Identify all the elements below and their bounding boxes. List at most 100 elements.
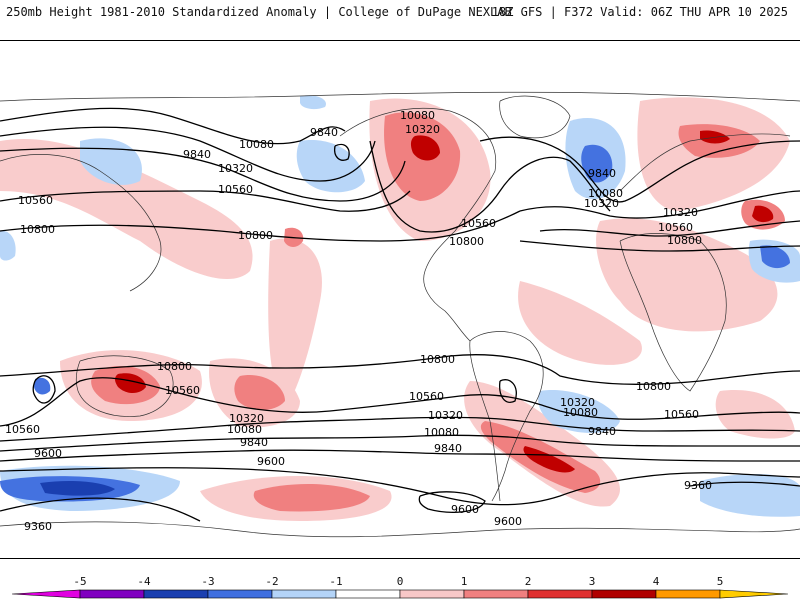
- contour-label: 10080: [400, 109, 435, 122]
- contour-label: 10080: [563, 406, 598, 419]
- contour-label: 9840: [183, 148, 211, 161]
- positive-anomaly-area: [596, 218, 778, 332]
- contour-10320-south: [0, 416, 800, 442]
- contour-label: 9600: [494, 515, 522, 528]
- contour-label: 10560: [664, 408, 699, 421]
- contour-closed-low-australia: [32, 375, 56, 404]
- positive-anomaly-area: [715, 390, 795, 439]
- colorbar-tick-label: 2: [525, 575, 532, 588]
- contour-9840-north: [0, 107, 346, 145]
- positive-anomaly-area: [268, 238, 322, 401]
- asia-coast: [0, 154, 162, 292]
- strong-positive-anomaly: [523, 446, 575, 473]
- map-title: 250mb Height 1981-2010 Standardized Anom…: [6, 5, 512, 19]
- colorbar-band: [591, 589, 657, 599]
- contour-closed-low-pacific: [334, 143, 350, 161]
- contour-label: 10320: [584, 197, 619, 210]
- map-canvas: 10080 10320 9840 9840 10080 10320 10560 …: [0, 91, 800, 538]
- strong-positive-anomaly: [410, 135, 440, 161]
- colorbar-band: [335, 589, 401, 599]
- contour-label: 10800: [667, 234, 702, 247]
- africa-coast: [619, 233, 727, 392]
- contour-label: 9360: [24, 520, 52, 533]
- negative-anomaly-core: [34, 377, 51, 395]
- strong-negative-anomaly: [40, 481, 115, 496]
- contour-label: 10560: [218, 183, 253, 196]
- contour-label: 9840: [434, 442, 462, 455]
- contour-labels: 10080 10320 9840 9840 10080 10320 10560 …: [5, 109, 712, 533]
- colorbar-tick-label: 1: [461, 575, 468, 588]
- contour-us-trough: [369, 140, 611, 233]
- contour-label: 10800: [157, 360, 192, 373]
- contour-9600-south: [0, 467, 800, 506]
- positive-anomaly-area: [518, 281, 642, 365]
- colorbar-tick-label: -5: [73, 575, 86, 588]
- colorbar-band: [79, 589, 145, 599]
- negative-anomaly-area: [296, 140, 365, 193]
- contour-label: 9840: [588, 167, 616, 180]
- colorbar-band: [463, 589, 529, 599]
- contour-label: 10800: [636, 380, 671, 393]
- contour-10800-north: [0, 210, 521, 242]
- north-america-coast: [339, 107, 497, 342]
- contour-label: 10560: [658, 221, 693, 234]
- contour-10080-north: [0, 126, 376, 182]
- contour-label: 10320: [405, 123, 440, 136]
- colorbar-tick-label: -2: [265, 575, 278, 588]
- contour-label: 10320: [560, 396, 595, 409]
- anomaly-colorbar: -5 -4 -3 -2 -1 0 1 2 3 4 5: [0, 560, 800, 600]
- colorbar-band: [271, 589, 337, 599]
- contour-10800-south: [0, 354, 800, 385]
- colorbar-min-arrow: [11, 589, 81, 599]
- contour-label: 9840: [310, 126, 338, 139]
- colorbar-tick-label: 3: [589, 575, 596, 588]
- model-run-label: 18Z GFS | F372 Valid: 06Z THU APR 10 202…: [491, 5, 788, 19]
- colorbar-canvas: -5 -4 -3 -2 -1 0 1 2 3 4 5: [11, 575, 789, 599]
- contour-10560-south: [0, 377, 800, 427]
- contour-label: 10800: [20, 223, 55, 236]
- height-contours: [0, 107, 800, 522]
- arctic-coast: [0, 91, 800, 102]
- contour-label: 9840: [240, 436, 268, 449]
- negative-anomaly-area: [700, 474, 800, 517]
- colorbar-tick-label: -1: [329, 575, 342, 588]
- anomaly-shading: [0, 95, 800, 521]
- contour-label: 10080: [588, 187, 623, 200]
- contour-label: 9600: [34, 447, 62, 460]
- colorbar-band: [655, 589, 721, 599]
- contour-europe-10560: [539, 220, 800, 237]
- contour-label: 10320: [218, 162, 253, 175]
- positive-anomaly-core: [253, 484, 370, 512]
- contour-europe-10800: [519, 240, 800, 252]
- contour-label: 10080: [239, 138, 274, 151]
- contour-label: 10560: [461, 217, 496, 230]
- contour-europe-10320: [519, 190, 800, 219]
- negative-anomaly-area: [300, 95, 326, 110]
- colorbar-band: [527, 589, 593, 599]
- colorbar-tick-label: 5: [717, 575, 724, 588]
- anomaly-map: 10080 10320 9840 9840 10080 10320 10560 …: [0, 40, 800, 559]
- coastlines: [0, 91, 800, 538]
- contour-atlantic: [479, 136, 800, 203]
- strong-positive-anomaly: [752, 205, 774, 223]
- greenland-coast: [499, 95, 571, 139]
- contour-label: 10320: [663, 206, 698, 219]
- contour-closed-high-sa: [499, 379, 517, 403]
- contour-10080-south: [0, 434, 800, 452]
- positive-anomaly-core: [234, 375, 285, 410]
- contour-closed-low-south-ocean: [418, 491, 486, 513]
- contour-label: 9600: [257, 455, 285, 468]
- contour-label: 10800: [449, 235, 484, 248]
- south-america-coast: [469, 331, 544, 502]
- contour-label: 10080: [424, 426, 459, 439]
- negative-anomaly-area: [538, 390, 620, 433]
- contour-10560-north: [0, 190, 411, 212]
- contour-label: 10800: [420, 353, 455, 366]
- colorbar-tick-label: 0: [397, 575, 404, 588]
- contour-label: 10080: [227, 423, 262, 436]
- negative-anomaly-core: [581, 144, 613, 183]
- contour-label: 10800: [238, 229, 273, 242]
- colorbar-band: [399, 589, 465, 599]
- australia-coast: [75, 355, 174, 417]
- negative-anomaly-area: [0, 230, 16, 261]
